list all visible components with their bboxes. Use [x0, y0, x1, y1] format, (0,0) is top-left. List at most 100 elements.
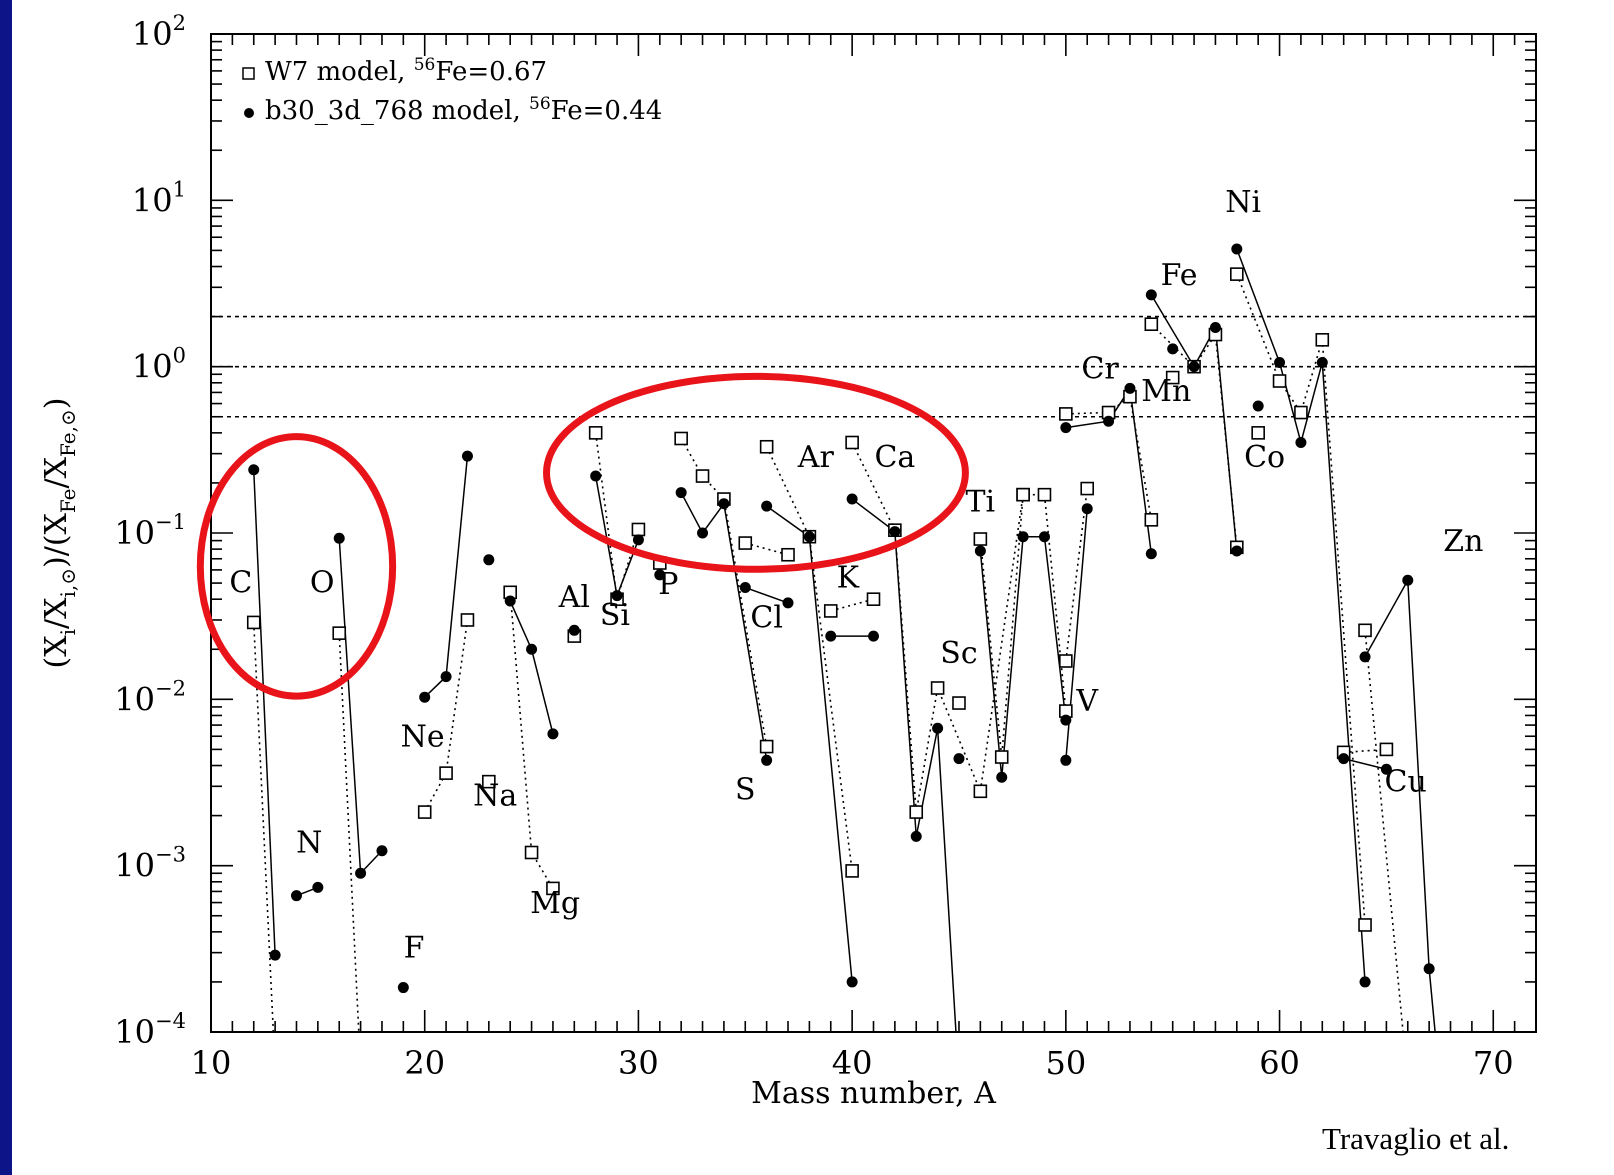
- b30-circle-marker: [526, 643, 538, 655]
- w7-square-marker: [674, 431, 688, 446]
- x-tick-label: 60: [1259, 1044, 1300, 1082]
- b30-circle-marker: [461, 450, 473, 462]
- w7-square-marker: [546, 881, 560, 896]
- b30-circle-marker: [440, 671, 452, 683]
- b30-circle-marker: [1338, 753, 1350, 765]
- credit-text: Travaglio et al.: [1322, 1121, 1510, 1156]
- w7-square-marker: [1144, 513, 1159, 527]
- element-label-zn: Zn: [1443, 524, 1483, 559]
- b30-circle-marker: [376, 845, 388, 857]
- b30-circle-marker: [868, 630, 879, 642]
- w7-dotted-line: [424, 619, 469, 813]
- b30-circle-marker: [269, 949, 281, 961]
- legend-square-marker: [242, 67, 255, 80]
- element-label-cu: Cu: [1384, 764, 1426, 799]
- b30-circle-marker: [974, 545, 986, 557]
- b30-circle-marker: [1423, 963, 1435, 975]
- w7-square-marker: [246, 615, 261, 630]
- element-label-o: O: [310, 565, 335, 600]
- b30-circle-marker: [1231, 545, 1243, 557]
- w7-dotted-line: [745, 542, 789, 556]
- legend-text: b30_3d_768 model, 56Fe=0.44: [265, 94, 662, 126]
- b30-circle-marker: [1252, 400, 1264, 412]
- w7-square-marker: [460, 613, 475, 627]
- w7-square-marker: [1059, 654, 1073, 668]
- x-tick-label: 50: [1045, 1044, 1086, 1082]
- b30-circle-marker: [1295, 437, 1307, 449]
- w7-square-marker: [781, 547, 795, 562]
- b30-circle-marker: [1060, 422, 1072, 434]
- w7-dotted-line: [1343, 748, 1387, 754]
- w7-square-marker: [1059, 407, 1073, 421]
- x-tick-label: 30: [618, 1044, 659, 1082]
- x-tick-label: 40: [832, 1044, 873, 1082]
- b30-circle-marker: [1103, 415, 1115, 427]
- legend-text: W7 model, 56Fe=0.67: [265, 55, 547, 87]
- element-label-ca: Ca: [874, 440, 915, 475]
- y-axis-label: (Xi/Xi,⊙)/(XFe/XFe,⊙): [39, 398, 80, 669]
- y-tick-label: 100: [132, 344, 186, 386]
- b30-solid-line: [1150, 294, 1238, 552]
- b30-circle-marker: [1145, 289, 1157, 301]
- y-tick-label: 102: [132, 11, 186, 53]
- element-label-si: Si: [600, 598, 630, 633]
- element-label-k: K: [837, 561, 860, 596]
- w7-square-marker: [482, 774, 496, 789]
- b30-circle-marker: [1188, 361, 1200, 373]
- b30-circle-marker: [718, 498, 730, 510]
- element-label-c: C: [229, 565, 252, 600]
- b30-circle-marker: [504, 595, 516, 607]
- b30-solid-line: [745, 586, 789, 604]
- w7-dotted-line: [765, 446, 853, 872]
- w7-square-marker: [994, 750, 1009, 764]
- figure-panel: [12, 0, 1614, 1175]
- w7-square-marker: [930, 681, 945, 695]
- b30-circle-marker: [675, 487, 687, 499]
- b30-circle-marker: [846, 493, 858, 505]
- element-label-sc: Sc: [940, 636, 977, 671]
- b30-solid-line: [338, 538, 383, 876]
- element-label-ni: Ni: [1225, 185, 1261, 220]
- legend: W7 model, 56Fe=0.67 b30_3d_768 model, 56F…: [242, 55, 662, 126]
- b30-circle-marker: [910, 830, 922, 842]
- highlight-ellipse-2: [543, 372, 969, 573]
- b30-circle-marker: [333, 532, 345, 544]
- element-label-cr: Cr: [1081, 351, 1119, 386]
- element-label-cl: Cl: [750, 601, 783, 636]
- x-axis-label: Mass number, A: [751, 1076, 996, 1111]
- w7-square-marker: [738, 536, 753, 550]
- w7-dotted-line: [851, 442, 1024, 813]
- y-tick-label: 101: [132, 177, 186, 219]
- b30-circle-marker: [1038, 531, 1050, 543]
- w7-square-marker: [1165, 370, 1180, 385]
- highlight-ellipse-1: [196, 433, 397, 700]
- b30-circle-marker: [953, 753, 965, 765]
- b30-circle-marker: [1380, 763, 1392, 775]
- b30-circle-marker: [1274, 356, 1286, 368]
- b30-solid-line: [851, 498, 957, 1032]
- w7-dotted-line: [252, 622, 275, 1032]
- w7-dotted-line: [680, 438, 768, 747]
- w7-square-marker: [973, 532, 988, 546]
- x-tick-label: 70: [1473, 1044, 1514, 1082]
- axis-ticks: 10 20 30 40 50 60 70 10−4 10−3 10−2 10−1 100 101 102: [114, 11, 1537, 1082]
- w7-square-marker: [1037, 487, 1052, 502]
- w7-dotted-line: [1364, 630, 1404, 1032]
- y-tick-label: 10−4: [114, 1009, 186, 1051]
- w7-dotted-line: [1150, 323, 1238, 548]
- w7-square-marker: [1144, 317, 1159, 332]
- element-label-s: S: [735, 772, 756, 807]
- b30-circle-marker: [761, 500, 773, 512]
- w7-square-marker: [845, 435, 859, 450]
- w7-square-marker: [1272, 374, 1287, 388]
- y-tick-label: 10−3: [114, 843, 186, 885]
- x-tick-label: 10: [191, 1044, 232, 1082]
- b30-circle-marker: [1081, 503, 1093, 515]
- element-label-f: F: [404, 931, 425, 966]
- b30-circle-marker: [1060, 714, 1072, 726]
- series-lines: [252, 248, 1436, 1032]
- element-label-mg: Mg: [530, 886, 580, 921]
- b30-solid-line: [680, 492, 768, 761]
- w7-square-marker: [1016, 487, 1030, 502]
- b30-circle-marker: [1316, 356, 1328, 368]
